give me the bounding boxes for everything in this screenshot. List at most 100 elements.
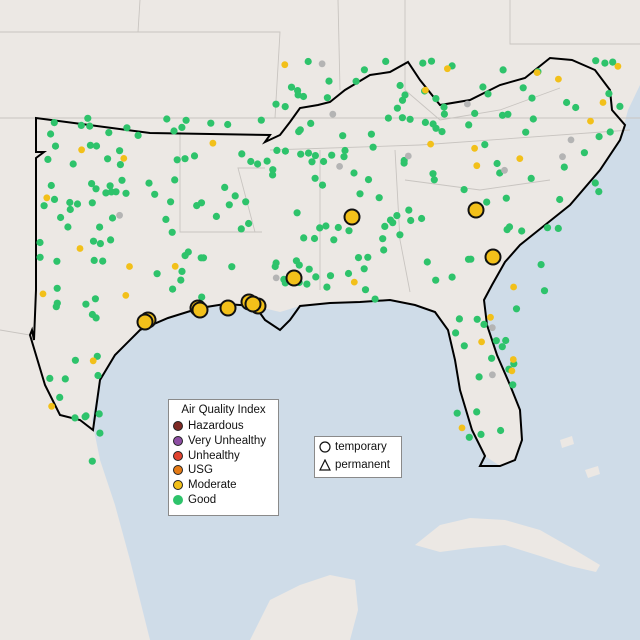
monitor-marker[interactable] (122, 292, 130, 299)
monitor-marker[interactable] (102, 189, 110, 197)
monitor-marker[interactable] (533, 69, 541, 76)
monitor-marker[interactable] (181, 252, 189, 260)
monitor-marker[interactable] (300, 234, 308, 242)
monitor-marker[interactable] (89, 357, 97, 365)
monitor-marker[interactable] (504, 110, 512, 118)
monitor-marker[interactable] (556, 195, 564, 204)
monitor-marker[interactable] (47, 130, 55, 138)
monitor-marker[interactable] (92, 142, 101, 150)
monitor-marker[interactable] (384, 114, 392, 122)
monitor-marker[interactable] (44, 155, 52, 163)
monitor-marker[interactable] (90, 256, 98, 264)
monitor-marker[interactable] (350, 169, 358, 177)
monitor-marker[interactable] (421, 118, 429, 126)
monitor-marker[interactable] (503, 226, 511, 234)
monitor-marker[interactable] (510, 283, 517, 291)
monitor-marker[interactable] (396, 231, 404, 239)
monitor-marker[interactable] (310, 234, 319, 243)
monitor-marker[interactable] (308, 158, 316, 166)
monitor-marker[interactable] (519, 84, 527, 92)
monitor-marker[interactable] (318, 60, 326, 68)
monitor-marker[interactable] (190, 152, 199, 160)
monitor-marker[interactable] (238, 150, 246, 158)
monitor-marker[interactable] (53, 284, 61, 292)
monitor-marker[interactable] (591, 179, 599, 187)
monitor-marker[interactable] (609, 58, 617, 66)
monitor-marker[interactable] (512, 305, 521, 313)
monitor-marker[interactable] (527, 174, 535, 182)
monitor-marker[interactable] (592, 57, 600, 65)
monitor-marker[interactable] (78, 146, 85, 154)
monitor-marker[interactable] (93, 352, 101, 360)
monitor-marker[interactable] (361, 286, 370, 294)
monitor-marker[interactable] (367, 130, 375, 138)
monitor-marker[interactable] (245, 219, 253, 228)
monitor-marker[interactable] (352, 77, 360, 85)
monitor-marker[interactable] (444, 65, 451, 73)
monitor-marker[interactable] (563, 98, 571, 107)
monitor-marker[interactable] (96, 240, 104, 248)
monitor-marker[interactable] (48, 402, 55, 410)
monitor-marker[interactable] (473, 315, 481, 323)
monitor-marker[interactable] (123, 124, 131, 132)
monitor-marker[interactable] (350, 278, 358, 286)
monitor-marker[interactable] (307, 119, 315, 127)
monitor-marker[interactable] (178, 267, 186, 275)
large-monitor-marker[interactable] (191, 301, 209, 319)
monitor-marker[interactable] (555, 75, 562, 83)
monitor-marker[interactable] (398, 114, 406, 122)
monitor-marker[interactable] (516, 155, 524, 163)
monitor-marker[interactable] (294, 91, 302, 99)
monitor-marker[interactable] (312, 273, 320, 281)
large-monitor-marker[interactable] (343, 208, 361, 226)
monitor-marker[interactable] (89, 237, 98, 245)
monitor-marker[interactable] (354, 254, 363, 262)
monitor-marker[interactable] (96, 429, 104, 437)
monitor-marker[interactable] (471, 144, 478, 152)
monitor-marker[interactable] (340, 153, 348, 161)
monitor-marker[interactable] (518, 227, 526, 235)
monitor-marker[interactable] (595, 133, 603, 141)
monitor-marker[interactable] (498, 111, 507, 119)
monitor-marker[interactable] (522, 128, 530, 136)
monitor-marker[interactable] (380, 246, 388, 254)
monitor-marker[interactable] (77, 121, 85, 129)
monitor-marker[interactable] (167, 198, 175, 206)
monitor-marker[interactable] (86, 122, 94, 130)
monitor-marker[interactable] (91, 295, 99, 303)
monitor-marker[interactable] (616, 102, 624, 110)
monitor-marker[interactable] (171, 262, 179, 270)
monitor-marker[interactable] (272, 100, 280, 108)
monitor-marker[interactable] (440, 103, 448, 111)
monitor-marker[interactable] (614, 62, 622, 70)
monitor-marker[interactable] (297, 150, 305, 158)
monitor-marker[interactable] (134, 131, 142, 139)
monitor-marker[interactable] (88, 180, 96, 188)
monitor-marker[interactable] (499, 66, 507, 74)
monitor-marker[interactable] (418, 214, 426, 223)
monitor-marker[interactable] (341, 146, 349, 155)
monitor-marker[interactable] (422, 86, 429, 94)
monitor-marker[interactable] (295, 128, 303, 136)
monitor-marker[interactable] (429, 170, 437, 178)
monitor-marker[interactable] (488, 354, 496, 362)
monitor-marker[interactable] (339, 132, 347, 140)
monitor-marker[interactable] (382, 57, 390, 65)
monitor-marker[interactable] (481, 141, 489, 149)
monitor-marker[interactable] (465, 433, 473, 441)
monitor-marker[interactable] (106, 182, 114, 190)
monitor-marker[interactable] (360, 66, 368, 74)
monitor-marker[interactable] (419, 59, 427, 67)
monitor-marker[interactable] (197, 199, 206, 207)
monitor-marker[interactable] (170, 127, 178, 135)
monitor-marker[interactable] (95, 410, 103, 418)
monitor-marker[interactable] (178, 123, 186, 131)
monitor-marker[interactable] (126, 263, 133, 270)
monitor-marker[interactable] (478, 338, 485, 346)
monitor-marker[interactable] (46, 374, 54, 382)
large-monitor-marker[interactable] (219, 299, 237, 317)
monitor-marker[interactable] (56, 393, 64, 401)
monitor-marker[interactable] (559, 153, 566, 161)
monitor-marker[interactable] (453, 409, 461, 417)
monitor-marker[interactable] (393, 212, 401, 220)
